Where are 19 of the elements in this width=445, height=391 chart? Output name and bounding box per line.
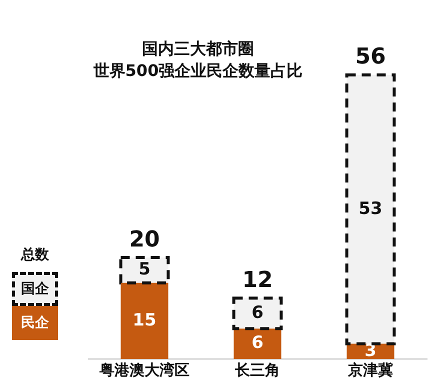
x-tick-label: 粤港澳大湾区 <box>98 360 190 379</box>
total-label: 12 <box>242 268 273 293</box>
data-label: 6 <box>252 333 264 354</box>
text: 民企 <box>21 314 49 332</box>
data-label: 53 <box>358 198 382 219</box>
legend-title: 总数 <box>20 246 50 264</box>
x-tick-label: 京津冀 <box>347 360 393 379</box>
chart-subtitle: 世界500强企业民企数量占比 <box>92 60 304 82</box>
total-label: 20 <box>129 227 160 252</box>
data-label: 15 <box>132 310 156 330</box>
data-label: 6 <box>252 302 264 323</box>
total-label: 56 <box>355 44 386 70</box>
bar <box>234 328 282 359</box>
data-label: 3 <box>364 340 376 361</box>
data-label: 5 <box>138 260 150 280</box>
chart-title: 国内三大都市圈 <box>141 38 255 60</box>
bar <box>120 282 168 359</box>
text: 国企 <box>21 280 49 298</box>
x-tick-label: 长三角 <box>234 360 280 379</box>
